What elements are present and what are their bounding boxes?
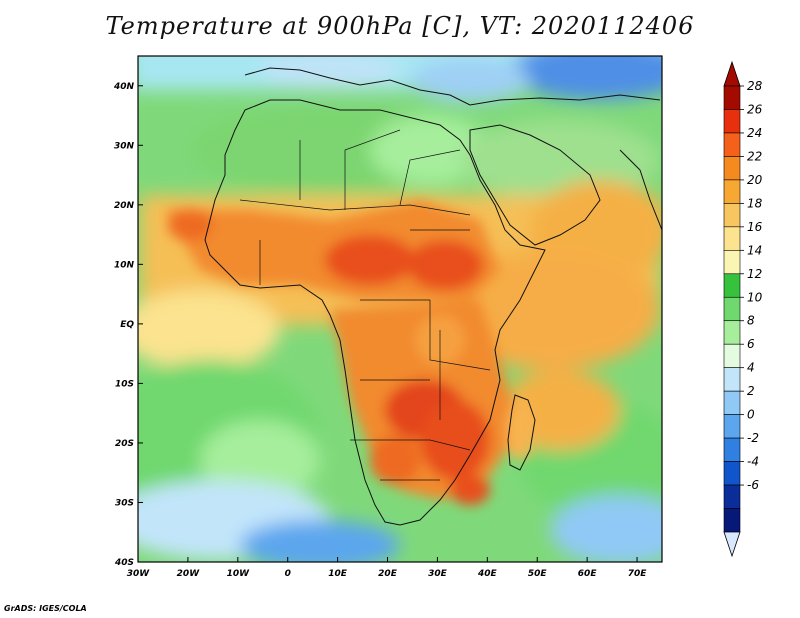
lon-tick-label: 20W	[177, 569, 201, 579]
lon-tick-label: 0	[285, 569, 291, 579]
lon-tick-label: 50E	[528, 569, 548, 579]
lat-tick-label: 40N	[113, 82, 135, 92]
grads-credit: GrADS: IGES/COLA	[4, 604, 87, 613]
colorbar-min-arrow	[723, 531, 741, 558]
lon-tick-label: 70E	[628, 569, 648, 579]
arabia-coastline	[469, 124, 601, 246]
colorbar-swatch	[723, 461, 741, 486]
colorbar-label: 20	[747, 173, 763, 187]
lon-tick-label: 10W	[227, 569, 251, 579]
temperature-field	[138, 56, 662, 562]
colorbar-label: -6	[747, 478, 759, 492]
map-frame	[137, 55, 663, 563]
coastlines	[204, 67, 662, 526]
lat-tick-label: 30N	[114, 141, 135, 151]
interior-borders	[239, 129, 491, 481]
lat-tick-label: EQ	[120, 320, 134, 330]
africa-coastline	[204, 99, 546, 526]
lon-tick-label: 30W	[127, 569, 151, 579]
colorbar-label: -2	[747, 431, 759, 445]
lon-axis: 30W 20W 10W 0 10E 20E 30E 40E 50E 60E 70E	[127, 557, 647, 579]
colorbar-swatch	[723, 203, 741, 228]
colorbar-swatch	[723, 156, 741, 181]
colorbar-label: 18	[747, 196, 763, 210]
india-coastline	[619, 149, 662, 231]
colorbar-swatch	[723, 437, 741, 462]
colorbar-label: 8	[747, 314, 755, 328]
colorbar-swatch	[723, 367, 741, 392]
lon-tick-label: 40E	[477, 569, 498, 579]
colorbar-swatch	[723, 296, 741, 322]
europe-coastline	[244, 67, 661, 106]
lat-tick-label: 20S	[115, 439, 134, 449]
colorbar-label: 16	[747, 220, 763, 234]
lon-tick-label: 30E	[428, 569, 448, 579]
lat-tick-label: 40S	[114, 558, 134, 568]
colorbar-label: 26	[747, 102, 763, 116]
colorbar-swatch	[723, 250, 741, 275]
lat-axis: 40N 30N 20N 10N EQ 10S 20S 30S 40S	[113, 82, 143, 568]
colorbar-swatch	[723, 85, 741, 110]
colorbar-swatch	[723, 390, 741, 415]
colorbar-swatch	[723, 109, 741, 134]
lat-tick-label: 10S	[115, 379, 134, 389]
colorbar-label: 12	[747, 267, 762, 281]
colorbar-swatch	[723, 132, 741, 157]
colorbar-swatch	[723, 343, 741, 368]
lon-tick-label: 10E	[328, 569, 348, 579]
lat-tick-label: 20N	[114, 201, 135, 211]
lat-tick-label: 10N	[114, 260, 135, 270]
colorbar-swatch	[723, 179, 741, 204]
colorbar-label: -4	[747, 455, 759, 469]
colorbar-label: 0	[747, 408, 755, 422]
colorbar-label: 22	[747, 149, 762, 163]
colorbar-swatch	[723, 508, 741, 533]
lon-tick-label: 60E	[578, 569, 598, 579]
colorbar-label: 14	[747, 243, 762, 257]
colorbar-swatch	[723, 484, 741, 509]
lon-tick-label: 20E	[378, 569, 398, 579]
colorbar-swatch	[723, 414, 741, 439]
lat-tick-label: 30S	[115, 498, 134, 508]
colorbar-swatch	[723, 226, 741, 251]
colorbar-swatch	[723, 273, 741, 298]
colorbar-label: 24	[747, 126, 762, 140]
colorbar-label: 10	[747, 290, 763, 304]
colorbar-max-arrow	[723, 60, 741, 87]
colorbar-swatch	[723, 320, 741, 345]
chart-title: Temperature at 900hPa [C], VT: 202011240…	[105, 12, 695, 40]
colorbar-label: 4	[747, 361, 755, 375]
colorbar-label: 2	[747, 384, 755, 398]
colorbar-label: 28	[747, 79, 763, 93]
colorbar-label: 6	[747, 337, 755, 351]
madagascar-coastline	[507, 394, 536, 471]
